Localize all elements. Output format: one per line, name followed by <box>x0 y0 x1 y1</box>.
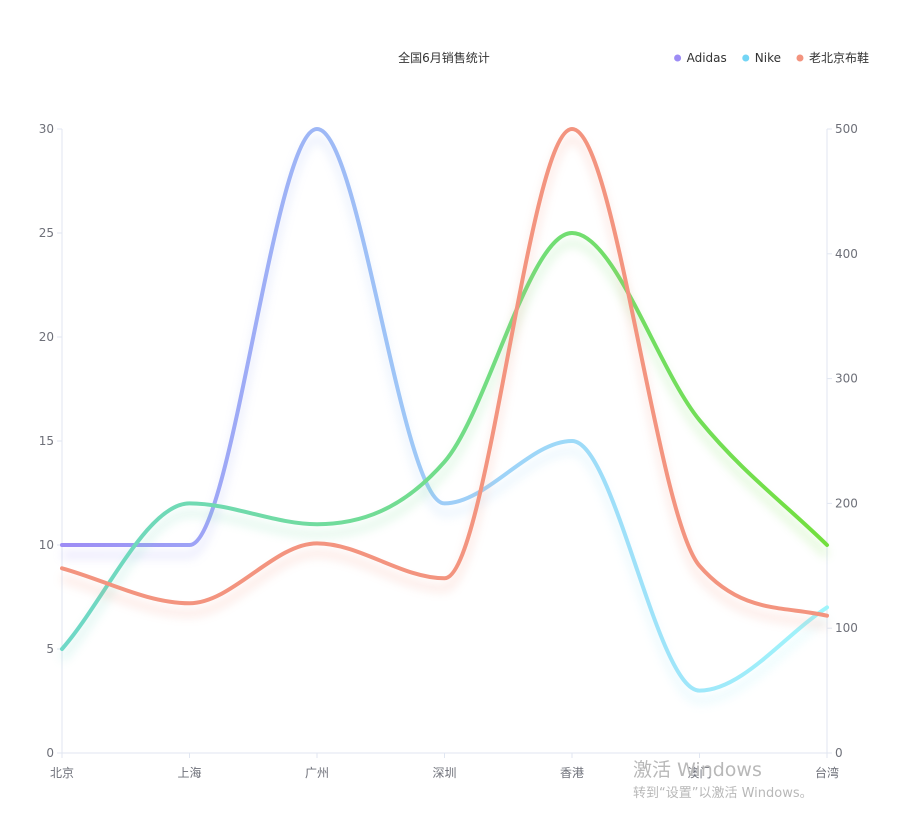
legend-marker <box>796 54 804 62</box>
legend-marker <box>742 54 750 62</box>
y-right-tick-label: 300 <box>835 372 858 386</box>
legend-item: 老北京布鞋 <box>796 50 869 65</box>
series-line <box>60 127 829 618</box>
series-line-shadow <box>61 135 829 704</box>
x-tick-label: 广州 <box>305 766 329 780</box>
series-2 <box>60 127 829 629</box>
chart-title: 全国6月销售统计 <box>398 50 490 65</box>
series-layer <box>59 127 830 704</box>
windows-watermark: 激活 Windows 转到“设置”以激活 Windows。 <box>633 759 813 801</box>
y-left-tick-label: 15 <box>39 434 54 448</box>
series-line <box>60 127 829 693</box>
x-tick-label: 上海 <box>177 765 201 780</box>
series-line-shadow <box>59 239 830 661</box>
y-right-tick-label: 0 <box>835 746 843 760</box>
y-left-tick-label: 10 <box>39 538 54 552</box>
series-0 <box>60 127 829 704</box>
x-tick-label: 深圳 <box>432 766 456 780</box>
y-left-tick-label: 20 <box>39 330 54 344</box>
x-tick-label: 北京 <box>50 766 74 780</box>
y-right-tick-label: 200 <box>835 496 858 510</box>
legend: Adidas Nike 老北京布鞋 <box>674 50 869 65</box>
y-left-tick-label: 5 <box>46 642 54 656</box>
y-left-tick-label: 25 <box>39 226 54 240</box>
legend-item: Adidas <box>674 51 727 65</box>
y-left-tick-label: 0 <box>46 746 54 760</box>
x-tick-label: 香港 <box>560 766 584 780</box>
legend-item: Nike <box>742 51 781 65</box>
legend-label: Adidas <box>687 51 727 65</box>
y-right-tick-label: 100 <box>835 621 858 635</box>
legend-label: 老北京布鞋 <box>809 50 869 65</box>
series-line <box>60 231 829 651</box>
x-tick-label: 台湾 <box>815 765 839 780</box>
y-left-tick-label: 30 <box>39 122 54 136</box>
legend-marker <box>674 54 682 62</box>
x-tick-label: 澳门 <box>687 765 711 780</box>
y-right-tick-label: 500 <box>835 122 858 136</box>
y-right-tick-label: 400 <box>835 247 858 261</box>
watermark-main-text: 激活 Windows <box>633 759 762 781</box>
series-1 <box>59 231 830 661</box>
watermark-sub-text: 转到“设置”以激活 Windows。 <box>633 786 813 801</box>
legend-label: Nike <box>755 51 781 65</box>
